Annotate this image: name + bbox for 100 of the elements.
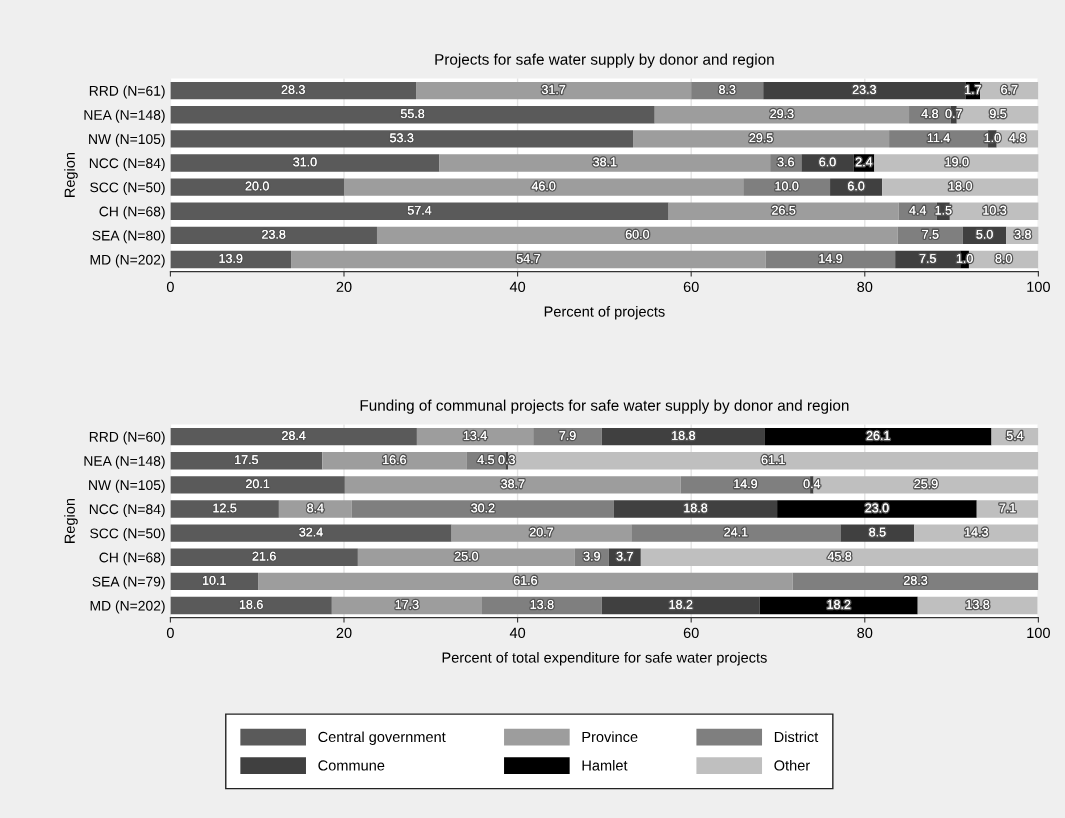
data-label: 13.4	[463, 431, 487, 440]
y-tick-label: SCC (N=50)	[90, 182, 165, 196]
y-tick-label: SEA (N=80)	[92, 230, 165, 244]
data-label: 54.7	[516, 254, 540, 263]
data-label: 18.2	[827, 600, 851, 609]
bar	[278, 500, 352, 518]
data-label: 0.4	[803, 479, 821, 489]
data-label: 18.0	[949, 181, 972, 191]
data-label: 46.0	[531, 181, 556, 191]
bar	[170, 154, 440, 172]
bar	[668, 202, 899, 220]
chart-title: Projects for safe water supply by donor and region	[435, 53, 774, 68]
y-tick-label: SEA (N=79)	[92, 576, 165, 590]
x-tick-label: 0	[166, 627, 174, 639]
data-label: 2.4	[855, 157, 873, 167]
bar	[882, 178, 1039, 196]
bar	[439, 154, 771, 172]
bar	[170, 548, 358, 566]
data-label: 23.3	[852, 85, 876, 94]
y-tick-label: CH (N=68)	[99, 206, 165, 220]
data-label: 26.5	[772, 205, 796, 215]
chart-title: Funding of communal projects for safe water supply by donor and region	[360, 399, 849, 414]
bar	[331, 596, 482, 615]
bar	[763, 81, 966, 100]
bar	[170, 178, 344, 196]
x-tick-label: 100	[1027, 281, 1050, 293]
data-label: 6.7	[1001, 85, 1018, 94]
bar	[344, 476, 681, 494]
data-label: 8.4	[307, 503, 324, 513]
data-label: 1.0	[984, 133, 1001, 143]
data-label: 14.9	[734, 479, 758, 489]
legend-label: Province	[582, 731, 638, 743]
legend-label: District	[774, 731, 819, 743]
bar	[170, 130, 634, 148]
data-label: 4.8	[921, 109, 939, 119]
bar	[291, 250, 766, 269]
bar	[840, 524, 915, 542]
data-label: 9.5	[989, 109, 1007, 119]
bar	[792, 572, 1039, 591]
data-label: 55.8	[400, 109, 425, 119]
data-label: 7.5	[919, 254, 936, 263]
legend-label: Commune	[318, 760, 385, 771]
data-label: 18.8	[672, 431, 695, 440]
x-tick-label: 40	[509, 627, 526, 639]
bar	[170, 476, 345, 494]
data-label: 10.3	[983, 205, 1007, 215]
y-tick-label: RRD (N=61)	[89, 85, 165, 99]
data-label: 17.5	[235, 455, 258, 465]
data-label: 53.3	[390, 133, 414, 143]
data-label: 11.4	[927, 133, 950, 143]
x-tick-label: 40	[509, 281, 526, 293]
data-label: 14.3	[965, 527, 988, 537]
data-label: 4.4	[909, 205, 927, 215]
legend-label: Other	[774, 759, 810, 771]
y-tick-label: NEA (N=148)	[84, 455, 165, 469]
data-label: 38.7	[501, 479, 525, 489]
x-axis-title: Percent of projects	[544, 306, 665, 320]
data-label: 10.1	[203, 575, 226, 585]
bar	[258, 572, 793, 591]
data-label: 18.6	[239, 600, 263, 609]
bar	[170, 226, 377, 245]
data-label: 7.5	[922, 230, 939, 239]
y-axis-title: Region	[64, 152, 78, 197]
data-label: 3.6	[777, 157, 794, 167]
y-tick-label: MD (N=202)	[90, 600, 165, 614]
y-tick-label: NW (N=105)	[89, 479, 165, 493]
bar	[170, 524, 452, 542]
data-label: 31.7	[541, 85, 566, 94]
y-tick-label: NCC (N=84)	[89, 503, 165, 517]
bar	[451, 524, 632, 542]
data-label: 18.8	[684, 503, 708, 513]
data-label: 25.0	[454, 551, 479, 561]
bar	[170, 500, 279, 518]
data-label: 6.0	[848, 181, 865, 191]
bar	[170, 202, 669, 220]
y-tick-label: RRD (N=60)	[89, 431, 165, 445]
x-tick-label: 0	[166, 281, 174, 293]
data-label: 60.0	[625, 229, 650, 239]
data-label: 57.4	[407, 205, 432, 215]
x-tick-label: 80	[857, 281, 873, 293]
x-tick-label: 20	[336, 627, 352, 639]
data-label: 26.1	[866, 431, 890, 440]
data-label: 19.0	[945, 157, 969, 167]
data-label: 23.8	[262, 229, 286, 239]
data-label: 38.1	[593, 157, 617, 167]
bar	[777, 500, 977, 518]
data-label: 20.7	[529, 527, 553, 537]
data-label: 61.1	[761, 455, 785, 465]
bar	[874, 154, 1039, 172]
data-label: 4.5	[477, 455, 495, 465]
data-label: 24.1	[724, 527, 748, 537]
x-tick-label: 100	[1027, 627, 1050, 639]
data-label: 29.3	[770, 109, 794, 119]
data-label: 3.7	[616, 551, 633, 561]
data-label: 25.9	[914, 479, 938, 489]
data-label: 0.7	[945, 109, 962, 119]
data-label: 31.0	[293, 157, 317, 167]
y-tick-label: SCC (N=50)	[90, 528, 165, 542]
bar	[344, 178, 744, 196]
bar	[376, 226, 898, 245]
